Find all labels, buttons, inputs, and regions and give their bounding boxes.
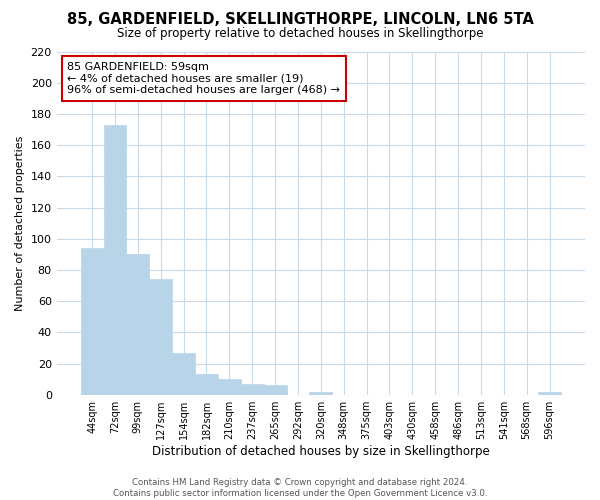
Text: Contains HM Land Registry data © Crown copyright and database right 2024.
Contai: Contains HM Land Registry data © Crown c… [113, 478, 487, 498]
Bar [241, 384, 263, 394]
Bar [218, 379, 241, 394]
Text: 85, GARDENFIELD, SKELLINGTHORPE, LINCOLN, LN6 5TA: 85, GARDENFIELD, SKELLINGTHORPE, LINCOLN… [67, 12, 533, 28]
Bar [538, 392, 561, 394]
Text: 85 GARDENFIELD: 59sqm
← 4% of detached houses are smaller (19)
96% of semi-detac: 85 GARDENFIELD: 59sqm ← 4% of detached h… [67, 62, 340, 95]
Bar [172, 352, 195, 395]
Bar [127, 254, 149, 394]
Bar [195, 374, 218, 394]
X-axis label: Distribution of detached houses by size in Skellingthorpe: Distribution of detached houses by size … [152, 444, 490, 458]
Bar [149, 280, 172, 394]
Bar [104, 125, 127, 394]
Bar [310, 392, 332, 394]
Text: Size of property relative to detached houses in Skellingthorpe: Size of property relative to detached ho… [117, 28, 483, 40]
Y-axis label: Number of detached properties: Number of detached properties [15, 136, 25, 311]
Bar [263, 386, 287, 394]
Bar [80, 248, 104, 394]
